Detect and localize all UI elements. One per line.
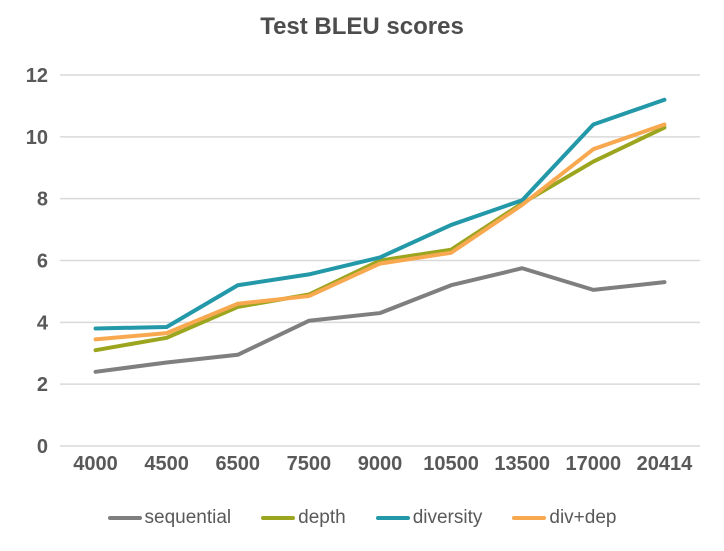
series-line-diversity [93,97,667,331]
legend-line-swatch-icon [107,516,142,520]
x-axis-tick-label: 17000 [566,453,622,475]
legend-item-diversity: diversity [375,507,483,529]
legend-line-swatch-icon [512,516,547,520]
x-axis-tick-label: 4500 [144,453,189,475]
y-axis-tick-label: 8 [37,189,48,211]
legend-label: depth [298,507,346,528]
legend-label: div+dep [549,507,617,528]
y-axis-tick-label: 4 [37,312,49,334]
legend-line-swatch-icon [375,516,410,520]
x-axis-tick-label: 13500 [494,453,550,475]
x-axis-tick-label: 9000 [358,453,403,475]
y-axis-tick-label: 12 [26,65,48,87]
x-axis-tick-label: 20414 [637,453,693,475]
x-axis-tick-label: 6500 [216,453,261,475]
y-axis-tick-label: 6 [37,251,48,273]
plot-area: 0 2 4 6 8 10 12 4000 4500 6500 7500 9000 10500 13500 1… [26,65,700,475]
y-axis-tick-label: 2 [37,374,48,396]
y-axis-tick-label: 10 [26,127,48,149]
legend-label: sequential [144,507,232,528]
x-axis-tick-label: 4000 [73,453,118,475]
legend: sequential depth diversity div+dep [0,507,724,529]
series-line-depth [93,125,667,353]
legend-item-depth: depth [261,507,346,529]
legend-item-sequential: sequential [107,507,232,529]
x-axis-tick-label: 10500 [423,453,479,475]
y-axis-tick-label: 0 [37,436,48,458]
legend-label: diversity [412,507,483,528]
chart-title: Test BLEU scores [260,13,464,40]
legend-line-swatch-icon [261,516,296,520]
legend-item-div-dep: div+dep [512,507,616,529]
series-line-div-dep [93,122,667,342]
x-axis-tick-label: 7500 [287,453,332,475]
series-line-sequential [93,266,667,374]
